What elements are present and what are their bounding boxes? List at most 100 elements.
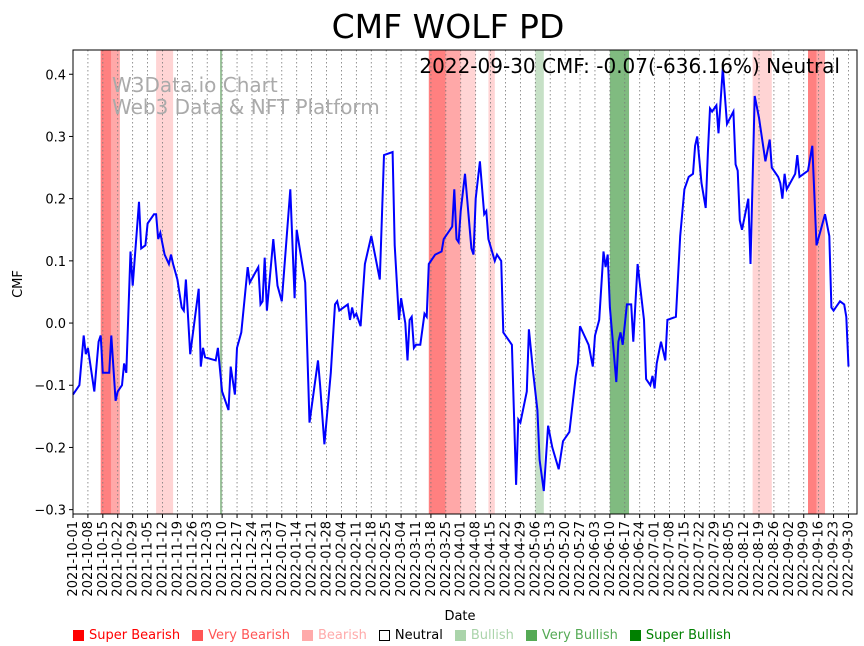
legend-label: Neutral xyxy=(394,627,443,643)
x-axis-label: Date xyxy=(444,609,475,624)
x-tick-label: 2021-12-17 xyxy=(230,521,245,597)
band-very-bearish xyxy=(816,50,826,514)
legend-swatch xyxy=(454,629,466,641)
y-tick-label: −0.1 xyxy=(34,379,66,394)
legend-swatch xyxy=(73,629,84,641)
x-tick-label: 2022-09-16 xyxy=(812,521,827,597)
y-tick-label: 0.1 xyxy=(45,255,66,270)
y-tick-label: 0.3 xyxy=(45,130,66,145)
band-super-bearish xyxy=(808,50,817,514)
x-tick-label: 2022-05-06 xyxy=(528,521,543,597)
x-tick-label: 2022-09-02 xyxy=(782,521,797,597)
x-tick-label: 2022-04-15 xyxy=(484,521,499,597)
x-tick-label: 2022-08-05 xyxy=(722,521,737,597)
x-tick-label: 2022-09-09 xyxy=(797,521,812,597)
band-bullish xyxy=(535,50,544,514)
x-tick-label: 2021-11-19 xyxy=(170,521,185,597)
legend-swatch xyxy=(192,629,204,641)
x-tick-label: 2022-03-25 xyxy=(439,521,454,597)
legend-item-bearish: Bearish xyxy=(301,627,367,643)
band-bearish xyxy=(752,50,772,514)
legend-label: Very Bearish xyxy=(208,627,290,643)
x-tick-label: 2022-06-24 xyxy=(633,521,648,597)
band-bearish xyxy=(488,50,495,514)
x-tick-label: 2022-06-17 xyxy=(618,521,633,597)
x-tick-label: 2021-12-31 xyxy=(260,521,275,597)
legend-label: Bearish xyxy=(317,627,367,643)
x-tick-label: 2021-10-29 xyxy=(126,521,141,597)
x-tick-label: 2022-01-07 xyxy=(275,521,290,597)
watermark-line-1: W3Data.io Chart xyxy=(112,73,278,97)
y-tick-label: 0.4 xyxy=(45,68,66,83)
band-very-bearish xyxy=(111,50,120,514)
axes: 2021-10-01 2021-10-08 2021-10-15 2021-10-22… xyxy=(34,49,858,597)
y-axis-label: CMF xyxy=(11,270,26,298)
legend-label: Super Bearish xyxy=(89,627,181,643)
x-tick-label: 2022-07-29 xyxy=(707,521,722,597)
x-tick-label: 2022-03-04 xyxy=(394,521,409,597)
x-tick-label: 2022-09-30 xyxy=(841,521,856,597)
legend-label: Super Bullish xyxy=(645,627,732,643)
x-tick-label: 2022-04-01 xyxy=(454,521,469,597)
y-tick-label: 0.0 xyxy=(45,317,66,332)
x-tick-label: 2021-11-26 xyxy=(185,521,200,597)
chart-title: CMF WOLF PD xyxy=(332,7,565,46)
legend-swatch xyxy=(378,629,390,641)
x-tick-label: 2021-10-22 xyxy=(111,521,126,597)
latest-value-annotation: 2022-09-30 CMF: -0.07(-636.16%) Neutral xyxy=(419,54,840,78)
x-tick-label: 2021-12-03 xyxy=(200,521,215,597)
x-tick-label: 2022-03-11 xyxy=(409,521,424,597)
x-tick-label: 2022-05-20 xyxy=(558,521,573,597)
x-tick-label: 2022-08-26 xyxy=(767,521,782,597)
legend-item-super-bearish: Super Bearish xyxy=(73,628,180,643)
grid xyxy=(72,50,849,514)
legend-label: Bullish xyxy=(470,627,514,643)
band-bullish xyxy=(220,50,223,514)
x-tick-label: 2022-06-03 xyxy=(588,521,603,597)
x-tick-label: 2022-03-18 xyxy=(424,521,439,597)
watermark-line-2: Web3 Data & NFT Platform xyxy=(112,95,380,119)
x-tick-label: 2022-04-08 xyxy=(469,521,484,597)
legend-swatch xyxy=(525,629,537,641)
x-tick-label: 2021-10-08 xyxy=(81,521,96,597)
x-tick-label: 2022-07-22 xyxy=(692,521,707,597)
legend-item-neutral: Neutral xyxy=(378,627,443,643)
x-tick-label: 2021-10-01 xyxy=(66,521,81,597)
x-tick-label: 2021-11-05 xyxy=(141,521,156,597)
x-tick-label: 2021-12-24 xyxy=(245,521,260,597)
x-tick-label: 2022-05-27 xyxy=(573,521,588,597)
legend-swatch xyxy=(301,629,313,641)
x-tick-label: 2022-01-21 xyxy=(305,521,320,597)
x-tick-label: 2022-04-22 xyxy=(498,521,513,597)
legend: Super Bearish Very Bearish Bearish Neutral B… xyxy=(73,626,731,644)
x-tick-label: 2022-02-25 xyxy=(379,521,394,597)
band-bearish xyxy=(156,50,174,514)
plot-frame xyxy=(72,49,858,515)
legend-label: Very Bullish xyxy=(541,627,618,643)
x-tick-label: 2022-04-29 xyxy=(513,521,528,597)
signal-bands xyxy=(100,50,826,514)
band-bearish xyxy=(460,50,476,514)
x-tick-label: 2022-02-11 xyxy=(349,521,364,597)
x-tick-label: 2022-02-18 xyxy=(364,521,379,597)
x-tick-label: 2022-07-01 xyxy=(648,521,663,597)
x-tick-label: 2021-11-12 xyxy=(155,521,170,597)
x-tick-label: 2022-01-28 xyxy=(320,521,335,597)
cmf-series-line xyxy=(72,67,850,492)
x-tick-label: 2021-10-15 xyxy=(96,521,111,597)
x-tick-label: 2022-08-19 xyxy=(752,521,767,597)
legend-swatch xyxy=(629,629,641,641)
legend-item-very-bullish: Very Bullish xyxy=(525,627,618,643)
x-tick-label: 2022-09-23 xyxy=(827,521,842,597)
x-tick-label: 2022-05-13 xyxy=(543,521,558,597)
legend-item-bullish: Bullish xyxy=(454,627,514,643)
x-tick-label: 2022-06-10 xyxy=(603,521,618,597)
x-tick-label: 2022-07-08 xyxy=(663,521,678,597)
x-tick-label: 2021-12-10 xyxy=(215,521,230,597)
band-very-bearish xyxy=(445,50,461,514)
y-tick-label: −0.2 xyxy=(34,441,66,456)
band-super-bearish xyxy=(428,50,446,514)
y-tick-label: −0.3 xyxy=(34,504,66,519)
legend-item-very-bearish: Very Bearish xyxy=(192,628,290,643)
